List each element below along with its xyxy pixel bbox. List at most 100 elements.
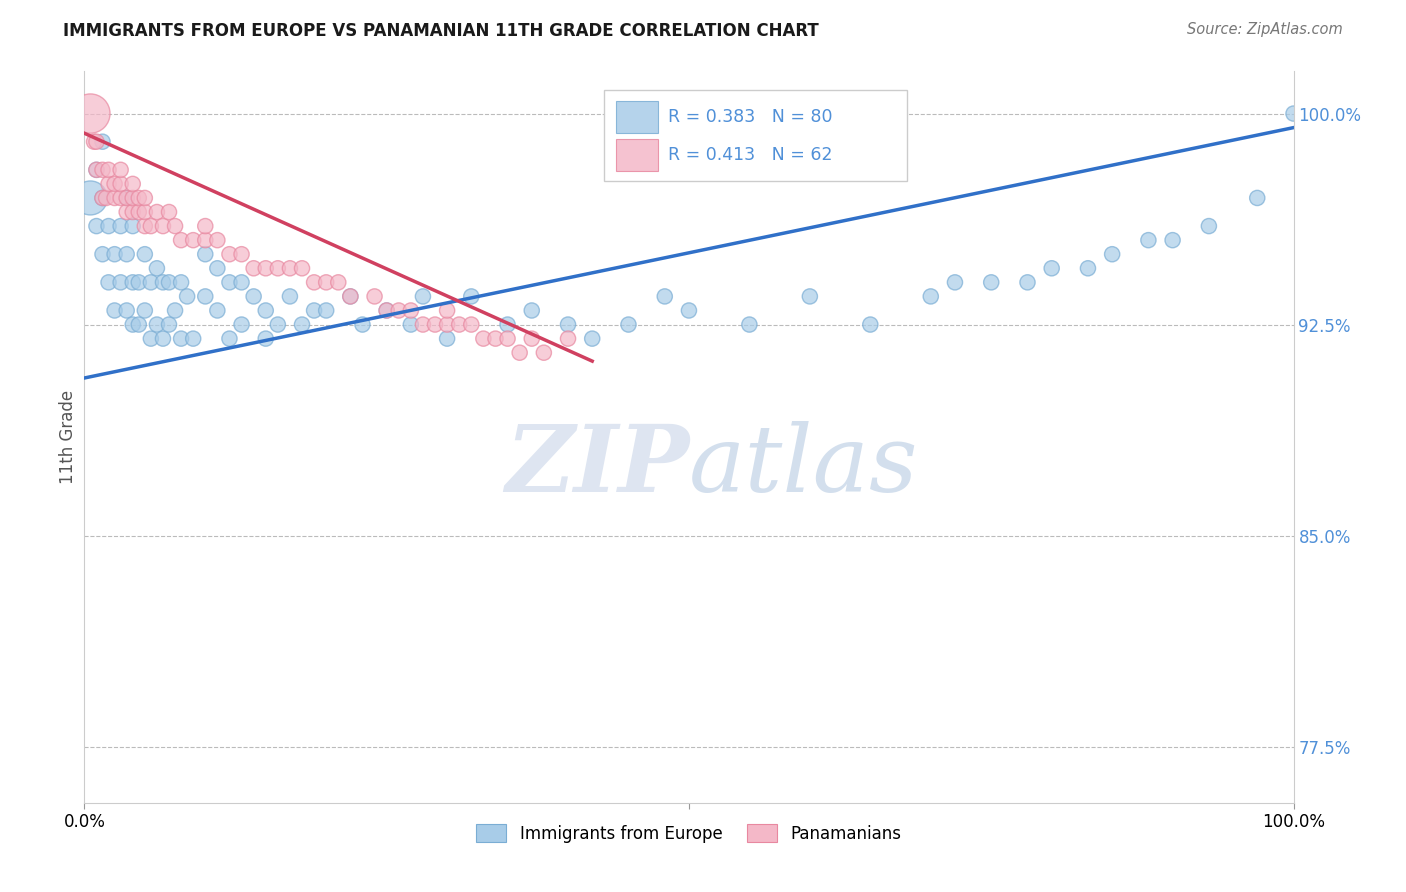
Point [231,318,253,332]
Point [134,191,156,205]
Point [104,303,127,318]
Point [91,247,114,261]
Point [654,289,676,303]
Point [121,318,143,332]
Point [176,289,198,303]
Point [207,261,229,276]
Point [1198,219,1220,233]
Point [110,162,132,177]
Point [134,303,156,318]
Point [218,332,240,346]
Point [581,332,603,346]
Point [86,162,108,177]
Text: R = 0.413   N = 62: R = 0.413 N = 62 [668,146,832,164]
Point [207,303,229,318]
Point [423,318,446,332]
Point [315,276,337,290]
Point [79,106,101,120]
Point [436,303,458,318]
Point [91,162,114,177]
Point [1017,276,1039,290]
Point [110,276,132,290]
Point [194,289,217,303]
Point [678,303,700,318]
Point [302,303,325,318]
Point [278,261,301,276]
Point [943,276,966,290]
Text: IMMIGRANTS FROM EUROPE VS PANAMANIAN 11TH GRADE CORRELATION CHART: IMMIGRANTS FROM EUROPE VS PANAMANIAN 11T… [63,22,820,40]
Point [181,233,204,247]
Text: atlas: atlas [689,421,918,511]
Point [267,318,290,332]
Point [496,332,519,346]
Point [110,177,132,191]
Point [496,318,519,332]
Point [472,332,495,346]
Text: R = 0.383   N = 80: R = 0.383 N = 80 [668,108,832,127]
Point [388,303,411,318]
Point [207,233,229,247]
Point [128,318,150,332]
Point [520,303,543,318]
Point [110,219,132,233]
Point [1077,261,1099,276]
Point [557,332,579,346]
Point [115,205,138,219]
Point [115,303,138,318]
Point [83,135,105,149]
Point [157,205,180,219]
Point [1040,261,1063,276]
Point [104,247,127,261]
FancyBboxPatch shape [605,90,907,181]
Point [436,332,458,346]
Point [328,276,350,290]
Point [139,332,162,346]
Point [375,303,398,318]
Point [97,219,120,233]
Point [254,261,277,276]
Point [146,261,169,276]
Point [115,247,138,261]
Point [115,191,138,205]
Point [352,318,374,332]
Point [115,191,138,205]
Point [1246,191,1268,205]
Point [920,289,942,303]
Point [194,219,217,233]
Point [165,219,187,233]
Point [533,345,555,359]
Point [302,276,325,290]
Point [412,318,434,332]
Point [152,219,174,233]
Point [146,205,169,219]
Point [121,276,143,290]
Point [139,276,162,290]
Point [980,276,1002,290]
Point [363,289,385,303]
Point [134,219,156,233]
Point [110,191,132,205]
Point [139,219,162,233]
Point [128,276,150,290]
Point [86,162,108,177]
Point [399,318,422,332]
Point [170,233,193,247]
Point [97,276,120,290]
Point [86,219,108,233]
Point [134,247,156,261]
Point [412,289,434,303]
Point [97,162,120,177]
Point [218,276,240,290]
Point [460,318,482,332]
Point [170,276,193,290]
Point [339,289,361,303]
Point [278,289,301,303]
Point [170,332,193,346]
Point [484,332,506,346]
Point [146,318,169,332]
Point [1282,106,1305,120]
Point [152,332,174,346]
Point [859,318,882,332]
Point [104,177,127,191]
Point [291,261,314,276]
